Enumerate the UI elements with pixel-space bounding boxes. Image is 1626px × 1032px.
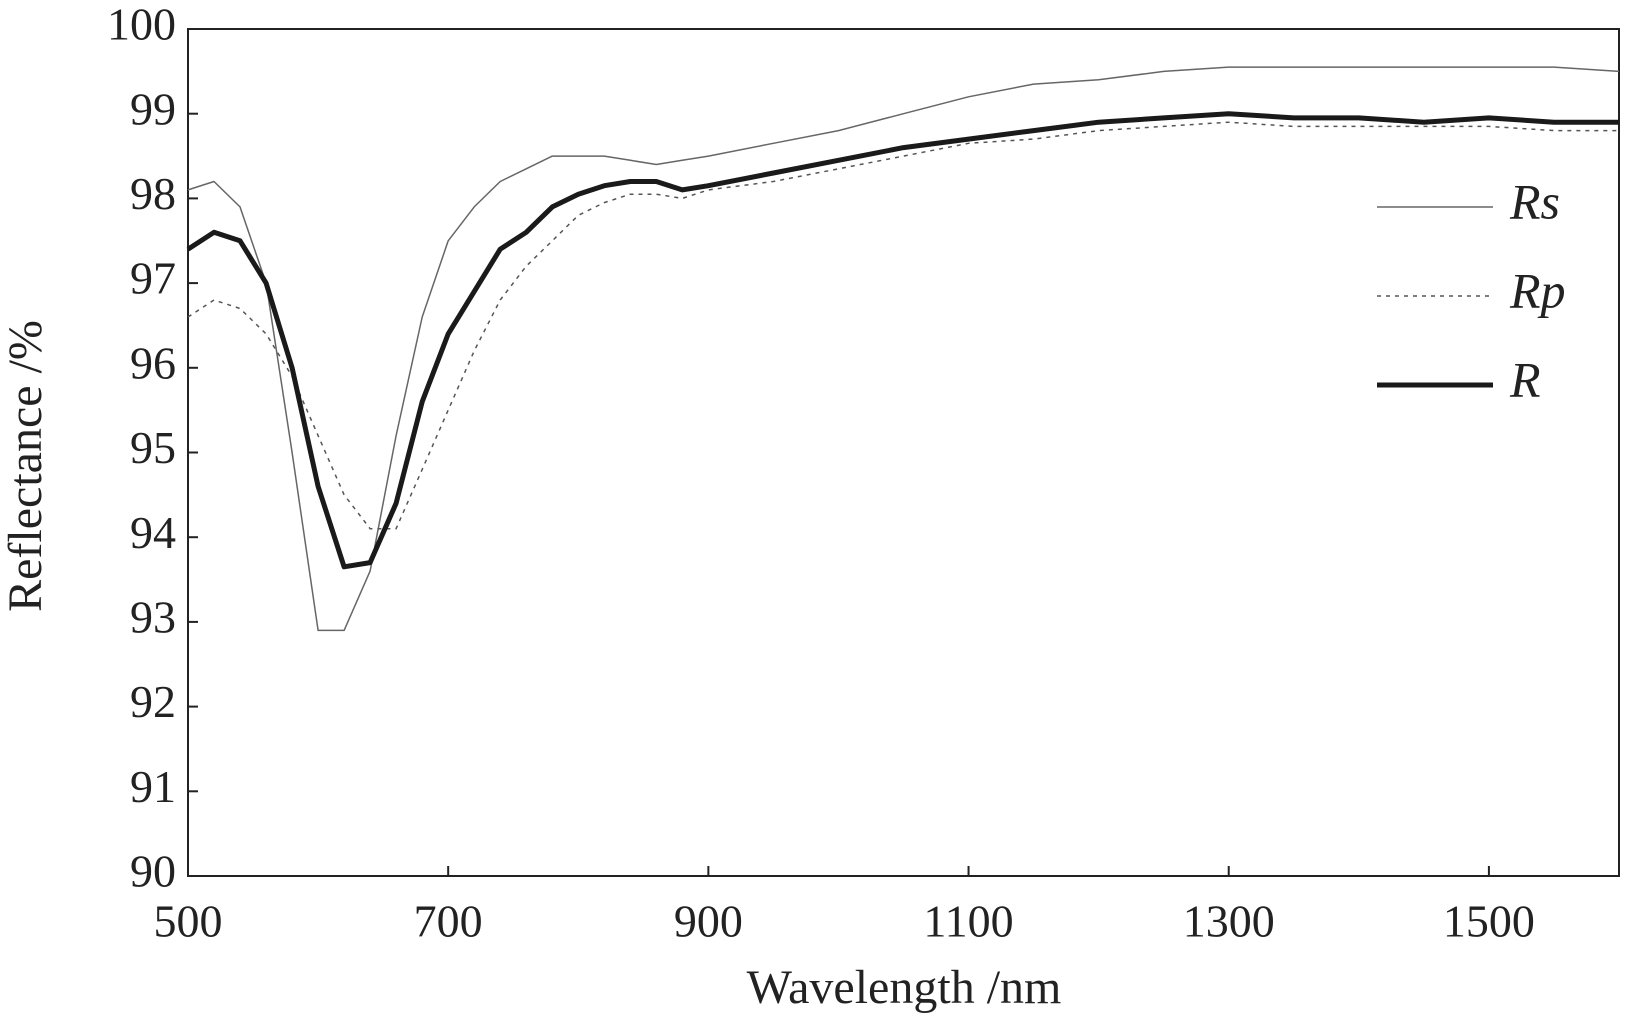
- plot-frame: [187, 28, 1620, 877]
- y-tick-label: 96: [130, 337, 176, 388]
- y-tick-label: 93: [130, 591, 176, 642]
- legend-label: Rp: [1509, 262, 1566, 318]
- legend-label: R: [1509, 351, 1541, 407]
- series-line: [186, 111, 1619, 570]
- y-axis-title: Reflectance /%: [0, 320, 52, 612]
- y-tick-label: 98: [130, 168, 176, 219]
- y-tick-label: 94: [130, 507, 176, 558]
- x-tick-label: 1500: [1443, 896, 1535, 947]
- y-tick-label: 91: [130, 761, 176, 812]
- x-tick-label: 700: [414, 896, 483, 947]
- series-line: [187, 66, 1620, 632]
- series-line: [187, 121, 1619, 530]
- y-tick-label: 95: [130, 422, 176, 473]
- y-tick-label: 100: [107, 0, 176, 50]
- x-tick-label: 1300: [1183, 896, 1275, 947]
- y-tick-label: 97: [130, 253, 176, 304]
- y-tick-label: 92: [130, 676, 176, 727]
- y-tick-label: 90: [130, 846, 176, 897]
- legend-label: Rs: [1509, 173, 1560, 229]
- x-tick-label: 900: [674, 896, 743, 947]
- x-tick-label: 500: [154, 896, 223, 947]
- x-axis-title: Wavelength /nm: [747, 961, 1062, 1014]
- x-tick-label: 1100: [923, 896, 1013, 947]
- y-tick-label: 99: [130, 83, 176, 134]
